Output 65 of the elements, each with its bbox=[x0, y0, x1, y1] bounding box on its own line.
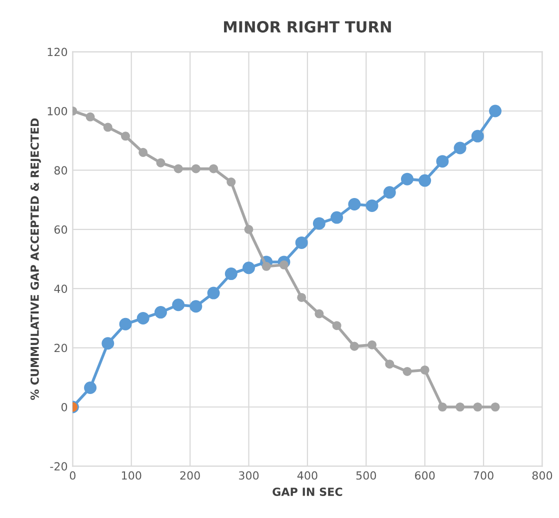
y-tick-label: 120 bbox=[48, 48, 68, 56]
point bbox=[473, 402, 482, 412]
point bbox=[330, 211, 344, 224]
point bbox=[174, 164, 183, 174]
point bbox=[119, 318, 132, 330]
x-tick-label: 100 bbox=[122, 471, 142, 480]
point bbox=[226, 178, 236, 187]
point bbox=[332, 321, 342, 330]
point bbox=[402, 366, 412, 376]
point bbox=[172, 298, 185, 312]
y-tick-label: 80 bbox=[54, 166, 68, 175]
point bbox=[242, 262, 256, 274]
point bbox=[385, 360, 394, 369]
point bbox=[120, 132, 130, 141]
point bbox=[84, 382, 97, 394]
point bbox=[103, 122, 112, 132]
point bbox=[383, 186, 396, 199]
point bbox=[438, 402, 447, 412]
x-tick-label: 600 bbox=[415, 471, 435, 480]
point bbox=[368, 340, 377, 350]
x-tick-label: 700 bbox=[474, 471, 494, 480]
point bbox=[209, 164, 218, 174]
point bbox=[295, 236, 308, 249]
point bbox=[366, 199, 378, 212]
y-tick-label: 40 bbox=[54, 284, 68, 293]
y-tick-label: 0 bbox=[61, 402, 68, 412]
point bbox=[191, 164, 200, 174]
point bbox=[190, 300, 202, 313]
point bbox=[154, 306, 167, 319]
point bbox=[489, 104, 502, 118]
x-tick-label: 0 bbox=[70, 471, 76, 480]
chart-title: MINOR RIGHT TURN bbox=[224, 21, 391, 33]
point bbox=[314, 309, 324, 318]
point bbox=[156, 158, 166, 168]
point bbox=[348, 198, 361, 210]
x-tick-label: 400 bbox=[297, 471, 318, 480]
point bbox=[490, 402, 500, 412]
point bbox=[297, 292, 306, 302]
point bbox=[456, 402, 465, 412]
point bbox=[86, 112, 95, 122]
point bbox=[420, 365, 430, 375]
y-axis-title: % CUMMULATIVE GAP ACCEPTED & REJECTED bbox=[30, 118, 41, 400]
point bbox=[102, 337, 114, 350]
x-tick-label: 200 bbox=[180, 471, 200, 480]
point bbox=[312, 217, 326, 230]
x-tick-label: 500 bbox=[356, 471, 376, 480]
point bbox=[224, 268, 238, 280]
point bbox=[418, 174, 432, 187]
point bbox=[136, 312, 150, 324]
y-tick-label: -20 bbox=[50, 462, 68, 471]
y-tick-label: 20 bbox=[54, 344, 68, 352]
y-tick-label: 100 bbox=[48, 106, 68, 116]
point bbox=[471, 130, 484, 142]
point bbox=[207, 286, 220, 300]
x-tick-label: 800 bbox=[532, 471, 552, 480]
point bbox=[454, 142, 466, 154]
x-tick-label: 300 bbox=[239, 471, 259, 480]
point bbox=[244, 224, 254, 234]
point bbox=[262, 262, 271, 271]
x-axis-title: GAP IN SEC bbox=[272, 488, 342, 496]
y-tick-label: 60 bbox=[54, 225, 68, 234]
point bbox=[436, 155, 449, 168]
point bbox=[400, 172, 414, 186]
point bbox=[350, 342, 359, 351]
point bbox=[138, 148, 148, 157]
